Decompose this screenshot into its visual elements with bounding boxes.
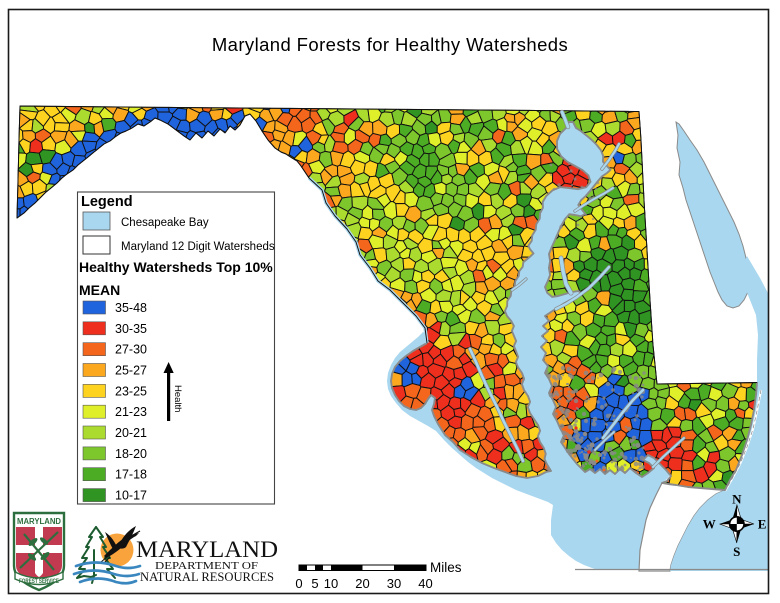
svg-text:MEAN: MEAN bbox=[79, 282, 120, 298]
svg-text:20: 20 bbox=[355, 576, 369, 591]
svg-text:Chesapeake Bay: Chesapeake Bay bbox=[121, 217, 209, 229]
svg-text:35-48: 35-48 bbox=[115, 301, 147, 315]
svg-text:Maryland 12 Digit Watersheds: Maryland 12 Digit Watersheds bbox=[121, 241, 275, 253]
svg-text:W: W bbox=[703, 517, 716, 532]
svg-text:0: 0 bbox=[295, 576, 302, 591]
svg-text:10-17: 10-17 bbox=[115, 489, 147, 503]
svg-text:S: S bbox=[733, 544, 740, 559]
svg-text:40: 40 bbox=[418, 576, 432, 591]
svg-text:20-21: 20-21 bbox=[115, 426, 147, 440]
svg-text:30: 30 bbox=[387, 576, 401, 591]
svg-text:E: E bbox=[758, 517, 767, 532]
svg-text:21-23: 21-23 bbox=[115, 405, 147, 419]
svg-text:27-30: 27-30 bbox=[115, 343, 147, 357]
svg-text:FOREST SERVICE: FOREST SERVICE bbox=[19, 579, 59, 585]
svg-text:MARYLAND: MARYLAND bbox=[136, 537, 278, 562]
svg-text:Healthy Watersheds Top 10%: Healthy Watersheds Top 10% bbox=[79, 259, 273, 275]
svg-text:Legend: Legend bbox=[81, 194, 133, 210]
svg-text:10: 10 bbox=[324, 576, 338, 591]
svg-text:N: N bbox=[732, 492, 742, 507]
svg-text:30-35: 30-35 bbox=[115, 322, 147, 336]
svg-text:25-27: 25-27 bbox=[115, 364, 147, 378]
svg-text:18-20: 18-20 bbox=[115, 447, 147, 461]
svg-text:5: 5 bbox=[311, 576, 318, 591]
svg-text:23-25: 23-25 bbox=[115, 384, 147, 398]
svg-text:MARYLAND: MARYLAND bbox=[17, 516, 61, 526]
svg-text:DEPARTMENT OF: DEPARTMENT OF bbox=[155, 560, 258, 572]
svg-text:Miles: Miles bbox=[430, 560, 462, 575]
svg-text:Health: Health bbox=[172, 385, 183, 412]
svg-text:NATURAL RESOURCES: NATURAL RESOURCES bbox=[140, 570, 274, 584]
svg-text:17-18: 17-18 bbox=[115, 468, 147, 482]
